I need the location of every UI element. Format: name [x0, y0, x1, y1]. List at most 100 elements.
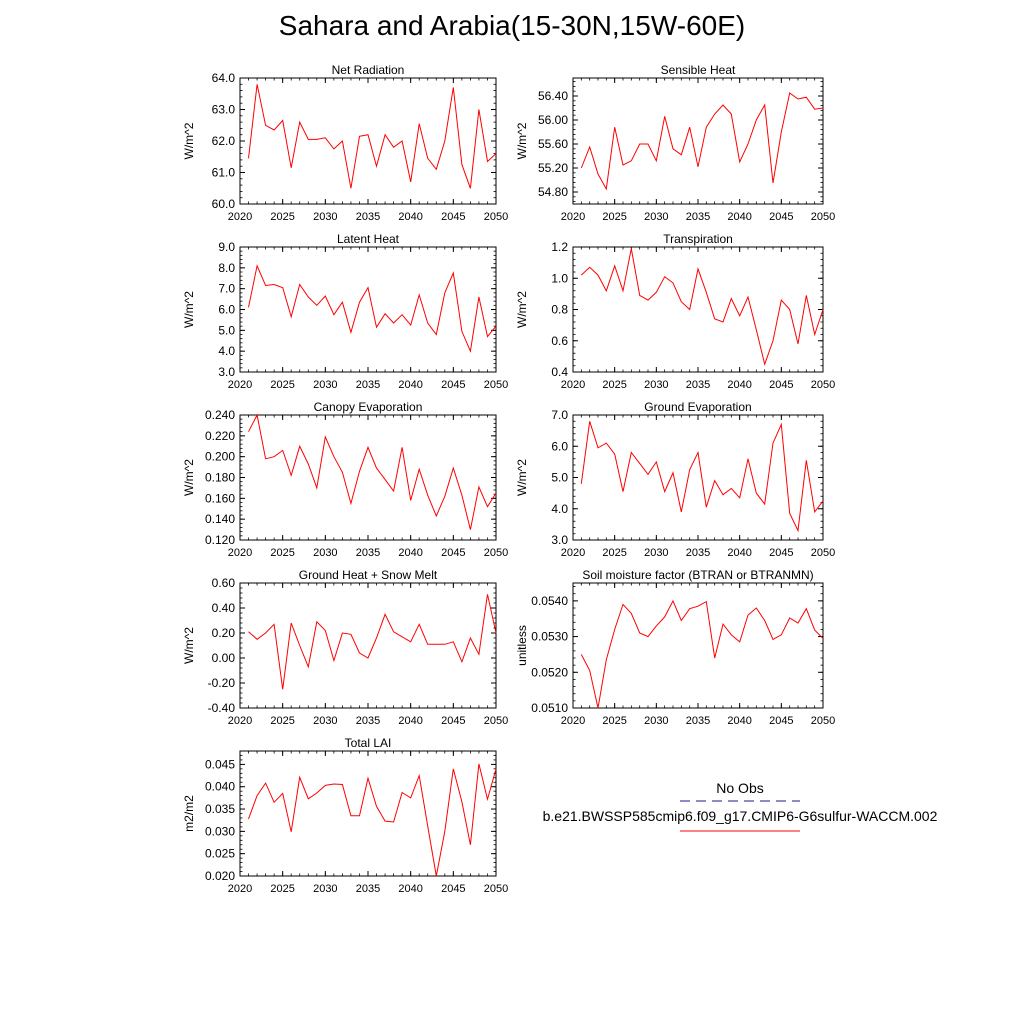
- x-tick-label: 2050: [811, 547, 835, 559]
- plot-frame: [239, 77, 497, 205]
- series-line: [248, 264, 497, 353]
- x-tick-label: 2045: [769, 715, 793, 727]
- y-axis-label: unitless: [515, 625, 529, 666]
- x-tick-label: 2050: [811, 715, 835, 727]
- x-tick-label: 2020: [561, 547, 585, 559]
- x-tick-label: 2030: [644, 211, 668, 223]
- y-tick-label: 1.2: [551, 240, 568, 254]
- y-tick-label: 0.220: [205, 429, 235, 443]
- x-tick-label: 2045: [441, 715, 465, 727]
- x-tick-label: 2030: [644, 547, 668, 559]
- x-tick-label: 2035: [686, 547, 710, 559]
- x-tick-label: 2050: [484, 715, 508, 727]
- x-tick-label: 2050: [811, 379, 835, 391]
- x-tick-label: 2025: [270, 883, 294, 895]
- y-tick-label: 62.0: [212, 134, 236, 148]
- x-tick-label: 2050: [484, 547, 508, 559]
- series-line: [248, 763, 497, 877]
- x-tick-label: 2050: [484, 211, 508, 223]
- panel-5: 2020 2025 2030 2035 2040 2045 2050 0.120 0.140 0.…: [182, 400, 508, 559]
- series-line: [248, 413, 497, 530]
- figure-title: Sahara and Arabia(15-30N,15W-60E): [278, 10, 746, 41]
- y-tick-label: 56.40: [538, 89, 568, 103]
- y-tick-label: 7.0: [218, 282, 235, 296]
- x-tick-label: 2050: [484, 883, 508, 895]
- y-tick-label: 54.80: [538, 185, 568, 199]
- x-tick-label: 2045: [769, 547, 793, 559]
- y-tick-label: 0.20: [212, 626, 236, 640]
- y-tick-label: 0.6: [551, 334, 568, 348]
- x-tick-label: 2030: [644, 379, 668, 391]
- y-tick-label: 0.0520: [531, 665, 568, 679]
- x-tick-label: 2040: [727, 547, 751, 559]
- y-tick-label: 60.0: [212, 197, 236, 211]
- x-tick-label: 2025: [270, 379, 294, 391]
- x-tick-label: 2025: [270, 211, 294, 223]
- y-tick-label: 0.00: [212, 651, 236, 665]
- panel-2: 2020 2025 2030 2035 2040 2045 2050 54.80 55.20 55…: [515, 63, 835, 223]
- x-tick-label: 2040: [398, 211, 422, 223]
- panel-4: 2020 2025 2030 2035 2040 2045 2050 0.4 0.6 0.8 1.0…: [515, 232, 835, 391]
- x-tick-label: 2040: [727, 379, 751, 391]
- x-tick-label: 2020: [228, 379, 252, 391]
- x-tick-label: 2035: [686, 379, 710, 391]
- x-tick-label: 2045: [441, 547, 465, 559]
- y-tick-label: 3.0: [218, 365, 235, 379]
- x-tick-label: 2045: [769, 379, 793, 391]
- x-tick-label: 2025: [270, 547, 294, 559]
- y-axis-label: W/m^2: [182, 291, 196, 328]
- series-line: [580, 599, 824, 709]
- x-tick-label: 2035: [356, 379, 380, 391]
- x-tick-label: 2035: [686, 211, 710, 223]
- x-tick-label: 2045: [441, 379, 465, 391]
- plot-frame: [572, 246, 824, 373]
- legend-obs-label: No Obs: [716, 780, 764, 796]
- panel-title: Net Radiation: [332, 63, 405, 77]
- series-line: [248, 84, 497, 189]
- plot-frame: [239, 750, 497, 877]
- panel-title: Transpiration: [663, 232, 733, 246]
- y-tick-label: 6.0: [551, 439, 568, 453]
- x-tick-label: 2020: [228, 547, 252, 559]
- y-tick-label: 5.0: [218, 323, 235, 337]
- panel-title: Ground Evaporation: [644, 400, 751, 414]
- series-line: [580, 92, 824, 191]
- y-tick-label: 0.160: [205, 491, 235, 505]
- y-tick-label: 6.0: [218, 303, 235, 317]
- x-tick-label: 2020: [561, 211, 585, 223]
- y-axis-label: W/m^2: [182, 459, 196, 496]
- y-axis-label: W/m^2: [182, 627, 196, 664]
- x-tick-label: 2035: [356, 715, 380, 727]
- x-tick-label: 2025: [602, 379, 626, 391]
- x-tick-label: 2020: [228, 715, 252, 727]
- y-tick-label: 0.60: [212, 576, 236, 590]
- plot-frame: [572, 77, 824, 205]
- panel-title: Total LAI: [345, 736, 392, 750]
- plot-frame: [239, 414, 497, 541]
- y-axis-label: W/m^2: [515, 459, 529, 496]
- x-tick-label: 2040: [398, 547, 422, 559]
- y-tick-label: 0.120: [205, 533, 235, 547]
- panel-title: Latent Heat: [337, 232, 400, 246]
- y-axis-label: W/m^2: [182, 122, 196, 159]
- x-tick-label: 2020: [228, 883, 252, 895]
- x-tick-label: 2025: [602, 547, 626, 559]
- y-tick-label: 55.60: [538, 137, 568, 151]
- x-tick-label: 2030: [313, 715, 337, 727]
- panel-title: Ground Heat + Snow Melt: [299, 568, 438, 582]
- x-tick-label: 2040: [727, 211, 751, 223]
- x-tick-label: 2045: [769, 211, 793, 223]
- x-tick-label: 2020: [228, 211, 252, 223]
- y-tick-label: 0.0530: [531, 630, 568, 644]
- y-tick-label: 9.0: [218, 240, 235, 254]
- x-tick-label: 2045: [441, 211, 465, 223]
- y-tick-label: 0.0510: [531, 701, 568, 715]
- y-axis-label: W/m^2: [515, 122, 529, 159]
- y-axis-label: W/m^2: [515, 291, 529, 328]
- panel-3: 2020 2025 2030 2035 2040 2045 2050 3.0 4.0 5.0 6.0…: [182, 232, 508, 391]
- x-tick-label: 2040: [398, 379, 422, 391]
- y-tick-label: 1.0: [551, 271, 568, 285]
- x-tick-label: 2040: [398, 715, 422, 727]
- x-tick-label: 2035: [356, 883, 380, 895]
- y-tick-label: 7.0: [551, 408, 568, 422]
